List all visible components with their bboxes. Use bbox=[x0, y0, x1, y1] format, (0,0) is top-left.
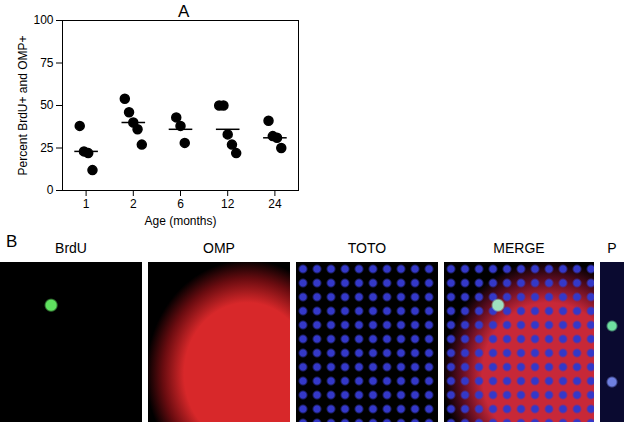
html-text:MERGE: MERGE bbox=[493, 240, 545, 256]
html-text:OMP: OMP bbox=[203, 240, 235, 256]
svg-text:50: 50 bbox=[40, 98, 54, 112]
html-text:P: P bbox=[607, 240, 617, 256]
svg-text:25: 25 bbox=[40, 141, 54, 155]
svg-text:12: 12 bbox=[221, 197, 235, 211]
svg-text:24: 24 bbox=[268, 197, 282, 211]
html-text:A: A bbox=[178, 2, 190, 21]
svg-text:2: 2 bbox=[130, 197, 137, 211]
svg-text:0: 0 bbox=[47, 183, 54, 197]
svg-text:Percent BrdU+ and OMP+: Percent BrdU+ and OMP+ bbox=[16, 35, 30, 175]
html-text:TOTO: TOTO bbox=[347, 240, 387, 256]
svg-text:100: 100 bbox=[33, 13, 53, 27]
svg-text:75: 75 bbox=[40, 56, 54, 70]
svg-text:Age (months): Age (months) bbox=[144, 214, 216, 228]
html-text:BrdU: BrdU bbox=[55, 240, 87, 256]
svg-text:1: 1 bbox=[83, 197, 90, 211]
svg-text:6: 6 bbox=[177, 197, 184, 211]
html-text:B: B bbox=[6, 232, 18, 251]
